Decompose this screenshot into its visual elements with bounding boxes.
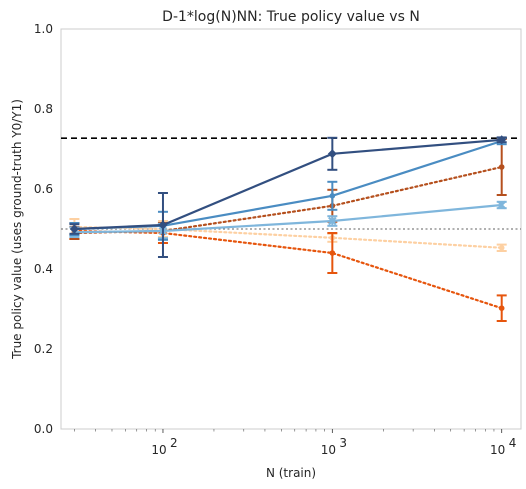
data-point (158, 220, 168, 230)
x-ticks: 10 2 10 3 10 4 (74, 429, 516, 457)
x-tick-exponent: 4 (509, 436, 517, 450)
x-tick-label: 10 (490, 443, 505, 457)
data-point (329, 250, 336, 256)
data-point (329, 193, 336, 199)
y-tick-label: 0.6 (34, 182, 53, 196)
data-point (498, 164, 505, 170)
y-tick-label: 0.2 (34, 342, 53, 356)
series-line (73, 203, 503, 234)
x-tick-label: 10 (151, 443, 166, 457)
x-axis-label: N (train) (266, 466, 316, 480)
y-tick-label: 0.4 (34, 262, 53, 276)
data-point (327, 149, 337, 159)
data-point (497, 200, 506, 210)
y-axis-label: True policy value (uses ground-truth Y0/… (10, 99, 24, 360)
data-point (328, 216, 337, 226)
chart-title: D-1*log(N)NN: True policy value vs N (162, 9, 420, 25)
x-tick-exponent: 2 (170, 436, 178, 450)
series-line (73, 138, 503, 231)
y-tick-label: 1.0 (34, 22, 53, 36)
series-layer (69, 135, 507, 322)
y-ticks: 0.0 0.2 0.4 0.6 0.8 1.0 (34, 22, 53, 436)
x-tick-label: 10 (321, 443, 336, 457)
data-point (497, 135, 507, 145)
reference-lines (61, 137, 521, 230)
series-6 (69, 135, 507, 258)
x-tick-exponent: 3 (339, 436, 347, 450)
data-point (69, 224, 79, 234)
y-tick-label: 0.0 (34, 422, 53, 436)
data-point (498, 305, 505, 312)
data-point (498, 245, 505, 251)
y-tick-label: 0.8 (34, 102, 53, 116)
